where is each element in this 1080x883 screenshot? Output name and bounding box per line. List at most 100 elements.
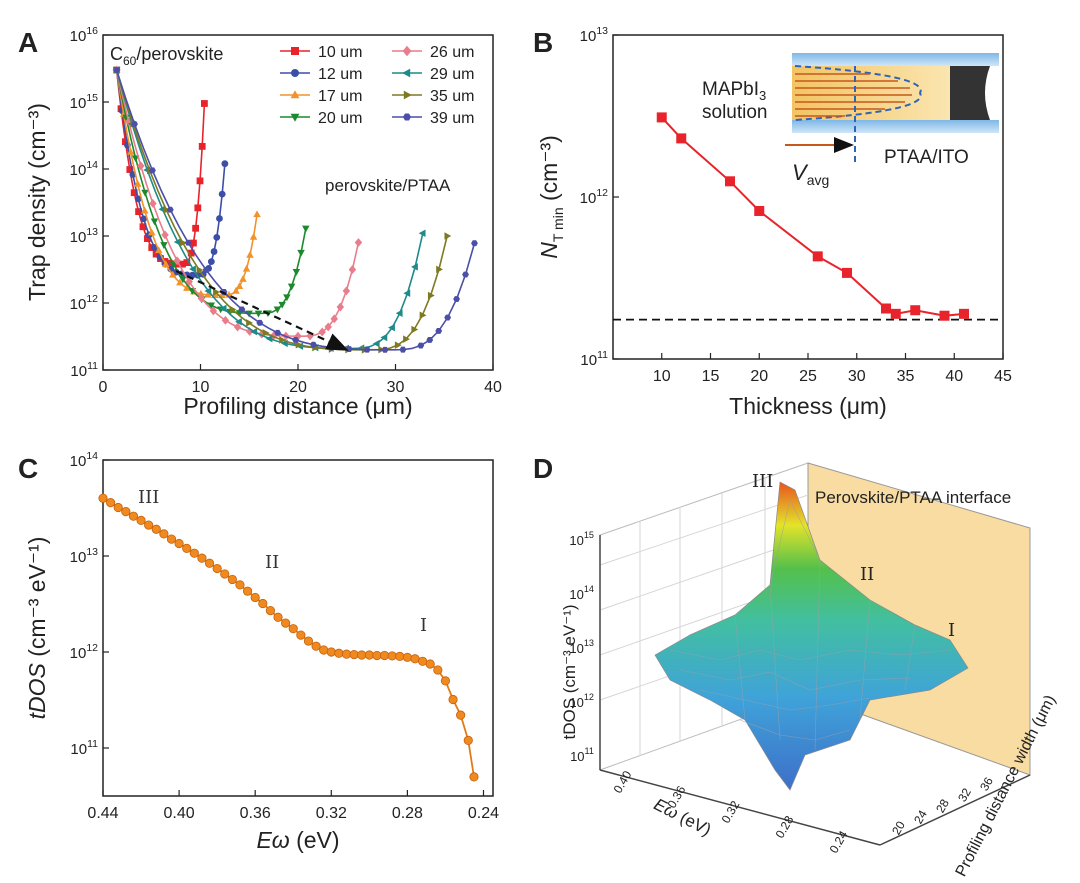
- panel-a-point: [185, 277, 193, 287]
- panel-a-y-tick-label: 1014: [70, 159, 99, 179]
- panel-a-point: [137, 161, 145, 171]
- panel-a-x-label: Profiling distance (μm): [183, 393, 412, 419]
- panel-a-point: [173, 238, 181, 246]
- panel-a-point: [202, 266, 210, 273]
- inset-tube-top: [792, 53, 999, 66]
- panel-a-point: [160, 242, 168, 249]
- panel-c-y-tick-label: 1014: [70, 450, 99, 470]
- panel-d-x-ticks: 0.400.360.320.280.24: [611, 768, 851, 856]
- panel-a-point: [169, 270, 177, 278]
- inset-solution: [792, 66, 957, 120]
- panel-c-point: [357, 650, 367, 660]
- panel-a-point: [354, 238, 363, 247]
- panel-a-point: [238, 306, 246, 313]
- panel-a-series-5: [112, 66, 426, 353]
- panel-b-x-tick-label: 20: [750, 368, 768, 385]
- inset-substrate-label: PTAA/ITO: [884, 147, 969, 168]
- panel-a-point: [411, 263, 418, 271]
- panel-a-point: [233, 322, 242, 332]
- panel-a-legend-marker: [291, 47, 299, 55]
- panel-a-point: [148, 228, 156, 236]
- panel-a-point: [246, 319, 253, 327]
- panel-c-point: [387, 651, 397, 661]
- panel-c-point: [448, 694, 458, 705]
- panel-a-point: [130, 189, 138, 197]
- panel-a-point: [399, 346, 407, 353]
- panel-a-point: [342, 286, 351, 296]
- panel-a-point: [152, 250, 160, 258]
- panel-a-point: [363, 346, 371, 353]
- panel-c-point: [425, 659, 435, 669]
- panel-a-trend-arrow: [175, 270, 349, 351]
- inset-flow-arrows: [795, 73, 912, 117]
- panel-a-x-tick-label: 0: [99, 379, 108, 396]
- panel-a-series: [112, 65, 478, 354]
- panel-a-point: [194, 204, 202, 212]
- panel-a-point: [126, 147, 135, 155]
- panel-c: 1011 1012 1013 1014 0.44 0.40 0.36 0.32 0.28 0.2…: [24, 450, 499, 853]
- panel-d-y-tick-label: 36: [977, 774, 996, 793]
- panel-c-x-tick-label: 0.24: [468, 805, 499, 822]
- panel-a-point: [192, 224, 200, 232]
- panel-a-y-tick-label: 1012: [70, 293, 99, 313]
- panel-b-y-label: NT min (cm⁻³): [536, 135, 566, 259]
- panel-a-legend-marker: [403, 113, 411, 121]
- panel-a-point: [197, 293, 206, 303]
- panel-a-point: [250, 327, 258, 336]
- inset-solution-label-2: solution: [702, 102, 768, 123]
- panel-d-region-ii: II: [860, 564, 874, 585]
- panel-c-point: [174, 538, 184, 549]
- panel-c-region-ii: II: [265, 552, 279, 573]
- panel-a-legend-marker: [402, 45, 412, 57]
- panel-a-point: [187, 249, 195, 257]
- panel-c-point: [440, 676, 451, 686]
- inset-flow-profile: [794, 65, 922, 121]
- panel-a-point: [471, 240, 478, 247]
- panel-b-x-tick-label: 30: [848, 368, 866, 385]
- panel-d-region-i: I: [948, 620, 955, 641]
- panel-a-point: [198, 142, 206, 150]
- panel-a-series-2: [112, 65, 261, 299]
- panel-a-point: [163, 206, 171, 214]
- panel-b-inset: MAPbI3 solution Vavg PTAA/ITO: [702, 53, 999, 188]
- panel-c-x-tick-label: 0.32: [316, 805, 347, 822]
- panel-a-point: [179, 260, 186, 268]
- panel-a-x-ticks: 0 10 20 30 40: [99, 364, 502, 396]
- panel-d-y-tick-label: 20: [889, 818, 908, 837]
- panel-c-point: [463, 735, 473, 745]
- panel-c-x-tick-label: 0.28: [392, 805, 423, 822]
- panel-c-point: [212, 563, 222, 574]
- panel-a-point: [245, 327, 254, 336]
- panel-a-legend-marker: [291, 69, 299, 77]
- panel-b-point: [959, 308, 969, 319]
- panel-c-y-label: tDOS (cm⁻³ eV⁻¹): [24, 537, 50, 720]
- panel-d-z-tick-label: 1014: [569, 584, 594, 602]
- panel-a-series-4: [112, 65, 363, 341]
- panel-a-y-ticks: 1011 1012 1013 1014 1015 1016: [70, 25, 109, 380]
- panel-d-region-iii: III: [752, 471, 773, 492]
- panel-a-point: [235, 282, 244, 290]
- panel-d-y-tick-label: 24: [911, 807, 930, 826]
- panel-c-region-i: I: [420, 615, 427, 636]
- panel-a-point: [133, 179, 142, 187]
- panel-b-point: [656, 112, 667, 123]
- panel-a-point: [183, 259, 191, 266]
- panel-c-point: [113, 502, 123, 513]
- panel-letter-d: D: [533, 453, 553, 484]
- panel-d-surface: [654, 481, 969, 791]
- panel-b: 1011 1012 1013 10 15 20 25 30 35 40 45 MAPbI3: [536, 25, 1012, 419]
- panel-a-point: [169, 261, 178, 269]
- panel-a-point: [150, 218, 159, 226]
- panel-a-point: [204, 287, 212, 295]
- panel-b-point: [754, 205, 765, 216]
- panel-a-point: [131, 155, 140, 163]
- panel-c-frame: [102, 459, 494, 797]
- panel-a-point: [295, 340, 303, 349]
- panel-a-point: [254, 310, 263, 318]
- panel-a-point: [427, 291, 435, 300]
- panel-b-point: [890, 308, 901, 319]
- panel-d-z-label: tDOS (cm⁻³ eV⁻¹): [560, 604, 579, 739]
- panel-c-x-tick-label: 0.40: [164, 805, 195, 822]
- panel-a-point: [453, 296, 460, 302]
- panel-a-point: [207, 302, 215, 310]
